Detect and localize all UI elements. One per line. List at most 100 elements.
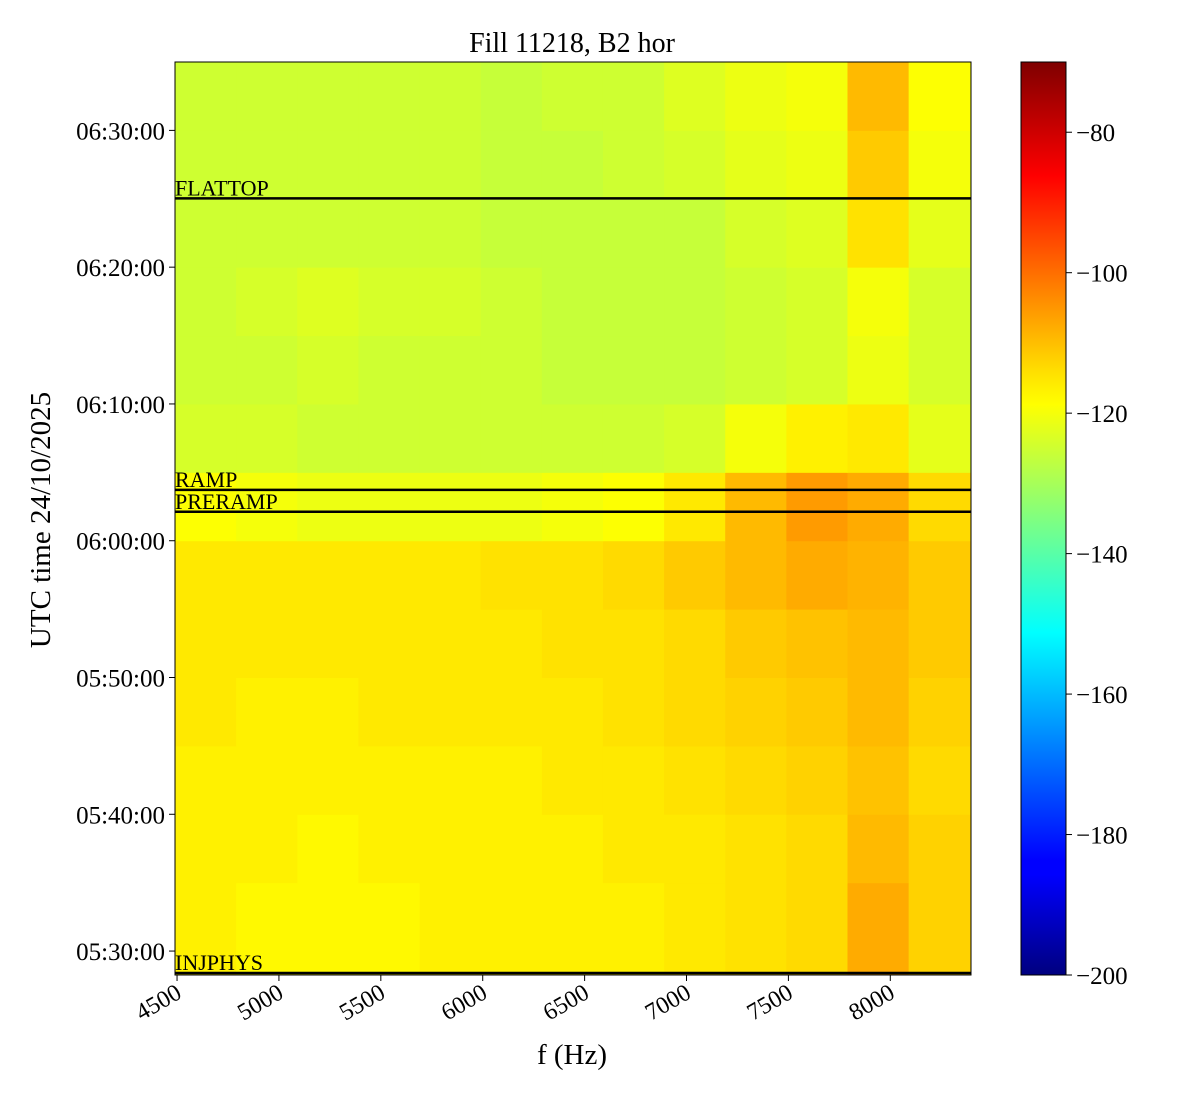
heatmap-cell	[664, 609, 726, 679]
heatmap-cell	[786, 540, 849, 610]
heatmap-cell	[236, 130, 298, 200]
heatmap-cell	[297, 677, 359, 747]
heatmap-cell	[602, 882, 665, 976]
heatmap-cell	[602, 745, 665, 815]
x-tick-label: 7000	[641, 980, 696, 1027]
heatmap-cell	[541, 540, 604, 610]
heatmap-cell	[297, 130, 359, 200]
heatmap-cell	[664, 62, 726, 131]
heatmap-cell	[297, 403, 359, 473]
heatmap-cell	[480, 882, 543, 976]
heatmap-cell	[664, 472, 726, 542]
colorbar-tick-label: −80	[1076, 120, 1115, 147]
heatmap-cell	[358, 472, 421, 542]
heatmap-cell	[725, 745, 787, 815]
heatmap-cell	[480, 814, 543, 884]
heatmap-cell	[847, 677, 910, 747]
heatmap-cell	[358, 677, 421, 747]
y-tick-label: 05:40:00	[76, 802, 165, 829]
heatmap-cell	[725, 472, 787, 542]
heatmap-cell	[358, 198, 421, 268]
heatmap-cell	[847, 814, 910, 884]
heatmap-cell	[297, 62, 359, 131]
event-label: FLATTOP	[175, 175, 269, 200]
heatmap-cell	[297, 472, 359, 542]
heatmap-cell	[602, 62, 665, 131]
heatmap-cell	[175, 198, 237, 268]
heatmap-cell	[847, 62, 910, 131]
event-label: INJPHYS	[175, 950, 263, 975]
heatmap-cell	[541, 609, 604, 679]
heatmap-cell	[664, 130, 726, 200]
heatmap-cell	[419, 677, 482, 747]
heatmap-cell	[602, 267, 665, 337]
heatmap-cell	[725, 62, 787, 131]
heatmap-cell	[236, 540, 298, 610]
heatmap-cell	[847, 267, 910, 337]
heatmap-cell	[358, 62, 421, 131]
heatmap-cell	[541, 814, 604, 884]
heatmap-cell	[297, 745, 359, 815]
heatmap-cell	[725, 130, 787, 200]
y-tick-label: 05:50:00	[76, 666, 165, 693]
heatmap-cell	[541, 882, 604, 976]
heatmap-cell	[419, 609, 482, 679]
heatmap-cell	[725, 677, 787, 747]
heatmap-cell	[419, 62, 482, 131]
x-axis-label: f (Hz)	[537, 1039, 607, 1071]
heatmap-cell	[786, 335, 849, 405]
heatmap-cell	[847, 540, 910, 610]
heatmap-cell	[602, 403, 665, 473]
x-tick-label: 6000	[437, 980, 492, 1027]
heatmap-cell	[786, 882, 849, 976]
heatmap-cell	[725, 540, 787, 610]
heatmap-cell	[175, 267, 237, 337]
event-label: PRERAMP	[175, 489, 278, 514]
heatmap-cell	[602, 609, 665, 679]
heatmap-cell	[602, 677, 665, 747]
heatmap-cell	[419, 198, 482, 268]
heatmap-cell	[480, 130, 543, 200]
heatmap-cell	[908, 540, 972, 610]
x-tick-label: 5000	[233, 980, 288, 1027]
y-tick-label: 06:10:00	[76, 392, 165, 419]
y-tick-label: 06:20:00	[76, 255, 165, 282]
heatmap-cell	[236, 882, 298, 976]
heatmap-cell	[908, 130, 972, 200]
heatmap-cell	[786, 677, 849, 747]
heatmap-cell	[480, 198, 543, 268]
heatmap-cell	[908, 814, 972, 884]
x-tick-label: 6500	[539, 980, 594, 1027]
heatmap-cell	[175, 540, 237, 610]
y-axis-label: UTC time 24/10/2025	[25, 392, 57, 648]
heatmap-cell	[236, 745, 298, 815]
heatmap-cell	[419, 335, 482, 405]
heatmap-cell	[847, 335, 910, 405]
heatmap-cell	[419, 882, 482, 976]
heatmap-cell	[541, 130, 604, 200]
heatmap-cell	[664, 267, 726, 337]
heatmap-cell	[664, 677, 726, 747]
heatmap-cell	[908, 677, 972, 747]
heatmap-cell	[541, 267, 604, 337]
heatmap-cell	[297, 609, 359, 679]
heatmap-cell	[175, 745, 237, 815]
heatmap-cell	[908, 882, 972, 976]
heatmap-cell	[480, 62, 543, 131]
heatmap-cell	[175, 403, 237, 473]
x-tick-label: 4500	[131, 980, 186, 1027]
heatmap-cell	[664, 198, 726, 268]
heatmap-cell	[236, 472, 298, 542]
heatmap-cell	[358, 540, 421, 610]
heatmap-cell	[541, 198, 604, 268]
heatmap-cell	[847, 130, 910, 200]
heatmap-cell	[480, 335, 543, 405]
heatmap-cell	[175, 62, 237, 131]
heatmap-cell	[786, 267, 849, 337]
heatmap-cell	[480, 472, 543, 542]
heatmap-cell	[602, 335, 665, 405]
colorbar-tick-label: −200	[1076, 963, 1128, 990]
heatmap-cell	[908, 609, 972, 679]
heatmap-cell	[602, 472, 665, 542]
